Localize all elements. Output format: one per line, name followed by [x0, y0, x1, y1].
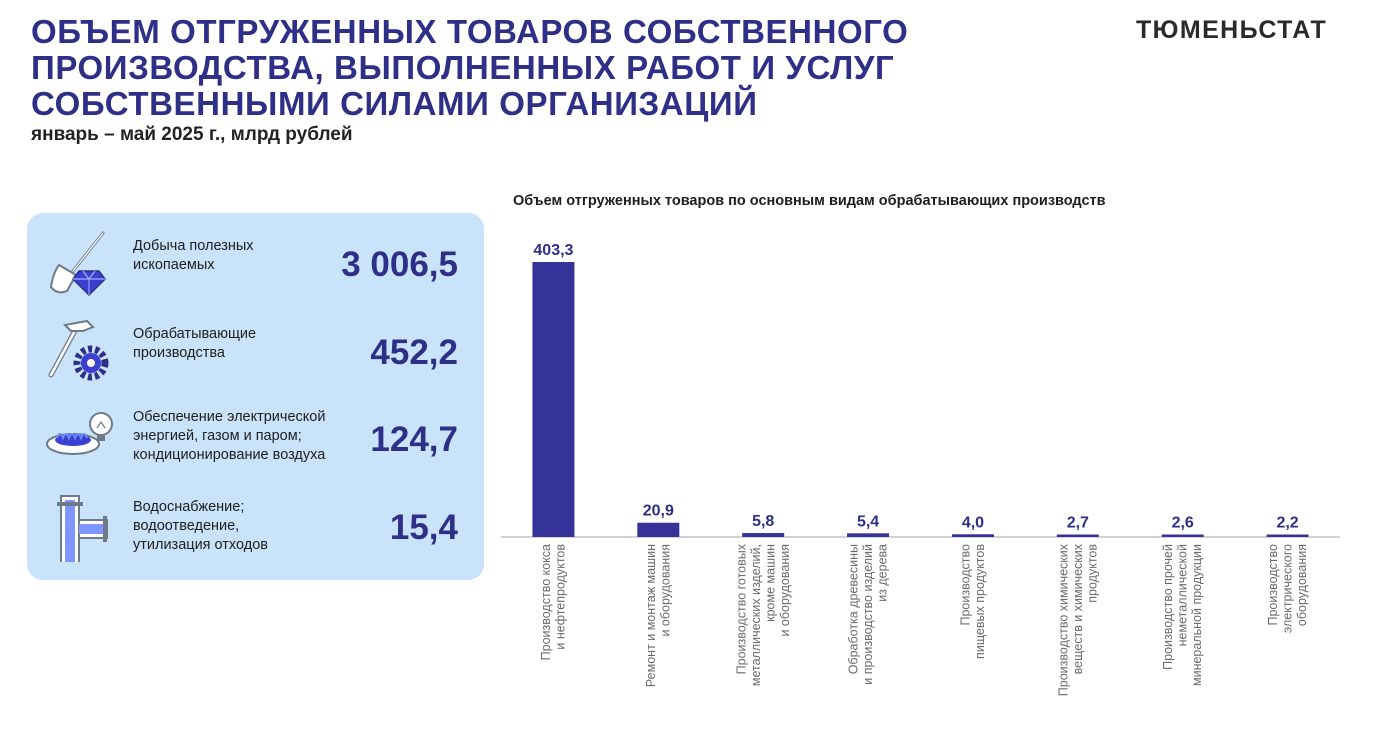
summary-label-line: производства	[133, 345, 225, 361]
summary-value: 124,7	[370, 420, 458, 459]
summary-row-manufacturing: Обрабатывающие производства 452,2	[27, 313, 484, 393]
water-pipe-icon	[43, 494, 113, 567]
summary-label-line: ископаемых	[133, 257, 215, 273]
category-label-line: Обработка древесины	[847, 544, 861, 674]
category-label-line: продуктов	[1085, 544, 1099, 603]
category-label-line: электрического	[1281, 544, 1295, 633]
summary-label-line: энергией, газом и паром;	[133, 428, 302, 444]
data-label: 2,6	[1172, 515, 1194, 532]
summary-panel: Добыча полезных ископаемых 3 006,5 Обраб…	[27, 213, 484, 580]
gas-burner-bulb-icon	[43, 406, 113, 474]
category-label-line: и производство изделий	[861, 544, 875, 685]
summary-label-line: водоотведение,	[133, 518, 240, 534]
data-label: 2,2	[1276, 515, 1298, 532]
chart-bar	[1161, 534, 1204, 537]
category-label: Производство готовых металлических издели…	[734, 543, 792, 686]
category-label: Производство электрического оборудования	[1266, 544, 1309, 633]
summary-label-line: Добыча полезных	[133, 238, 254, 254]
summary-label-line: утилизация отходов	[133, 537, 268, 553]
category-label-line: Производство	[1266, 544, 1280, 626]
chart-bar	[742, 533, 785, 537]
category-label-line: и оборудования	[778, 544, 792, 637]
category-label: Ремонт и монтаж машин и оборудования	[644, 544, 673, 687]
summary-label: Водоснабжение; водоотведение, утилизация…	[133, 498, 343, 555]
category-label-line: неметаллической	[1176, 544, 1190, 646]
page-title-line: СОБСТВЕННЫМИ СИЛАМИ ОРГАНИЗАЦИЙ	[31, 85, 758, 122]
summary-label: Обеспечение электрической энергией, газо…	[133, 408, 343, 465]
summary-value: 452,2	[370, 333, 458, 372]
summary-label-line: Водоснабжение;	[133, 499, 245, 515]
category-label-line: и нефтепродуктов	[554, 544, 568, 650]
category-label: Производство прочей неметаллической минера…	[1161, 544, 1204, 686]
category-label: Производство пищевых продуктов	[959, 544, 988, 659]
category-label-line: Ремонт и монтаж машин	[644, 544, 658, 687]
category-label-line: из дерева	[876, 544, 890, 602]
summary-label-line: Обрабатывающие	[133, 326, 257, 342]
data-label: 20,9	[643, 503, 674, 520]
summary-label: Обрабатывающие производства	[133, 325, 343, 363]
data-label: 5,8	[752, 513, 774, 530]
summary-value: 3 006,5	[341, 245, 458, 284]
category-label-line: Производство	[959, 544, 973, 626]
page-title-line: ОБЪЕМ ОТГРУЖЕННЫХ ТОВАРОВ СОБСТВЕННОГО	[31, 13, 909, 50]
brand-logo-text: ТЮМЕНЬСТАТ	[1136, 16, 1328, 44]
shovel-diamond-icon	[43, 231, 113, 299]
chart-bar	[1266, 534, 1309, 537]
category-label-line: кроме машин	[763, 544, 777, 622]
category-label: Производство химических веществ и химичес…	[1056, 543, 1099, 696]
category-label: Обработка древесины и производство издели…	[847, 544, 890, 685]
category-label-line: пищевых продуктов	[973, 544, 987, 659]
hammer-gear-icon	[43, 319, 113, 387]
category-label-line: оборудования	[1295, 544, 1309, 626]
chart-bar	[1056, 534, 1099, 537]
category-label-line: минеральной продукции	[1190, 544, 1204, 686]
data-label: 2,7	[1067, 515, 1089, 532]
data-label: 5,4	[857, 513, 879, 530]
summary-label-line: кондиционирование воздуха	[133, 447, 326, 463]
category-label-line: веществ и химических	[1071, 543, 1085, 674]
data-label: 4,0	[962, 514, 984, 531]
summary-value: 15,4	[389, 508, 458, 547]
category-label-line: Производство химических	[1056, 543, 1070, 696]
chart-title: Объем отгруженных товаров по основным ви…	[513, 193, 1106, 209]
category-label-line: и оборудования	[659, 544, 673, 637]
summary-row-water: Водоснабжение; водоотведение, утилизация…	[27, 488, 484, 568]
category-label-line: Производство кокса	[539, 544, 553, 660]
data-label: 403,3	[533, 242, 573, 259]
summary-label: Добыча полезных ископаемых	[133, 237, 343, 275]
chart-bar	[637, 522, 680, 537]
chart-bar	[951, 534, 994, 537]
category-label: Производство кокса и нефтепродуктов	[539, 544, 568, 661]
summary-row-energy: Обеспечение электрической энергией, газо…	[27, 400, 484, 480]
chart-bar	[532, 262, 575, 537]
category-label-line: Производство готовых	[734, 543, 748, 674]
category-label-line: металлических изделий,	[749, 544, 763, 686]
summary-label-line: Обеспечение электрической	[133, 409, 326, 425]
summary-row-mining: Добыча полезных ископаемых 3 006,5	[27, 225, 484, 305]
chart-bar	[847, 533, 890, 537]
page-title: ОБЪЕМ ОТГРУЖЕННЫХ ТОВАРОВ СОБСТВЕННОГО П…	[31, 14, 1031, 122]
page-title-line: ПРОИЗВОДСТВА, ВЫПОЛНЕННЫХ РАБОТ И УСЛУГ	[31, 49, 895, 86]
page-subtitle: январь – май 2025 г., млрд рублей	[31, 124, 353, 145]
category-label-line: Производство прочей	[1161, 544, 1175, 670]
